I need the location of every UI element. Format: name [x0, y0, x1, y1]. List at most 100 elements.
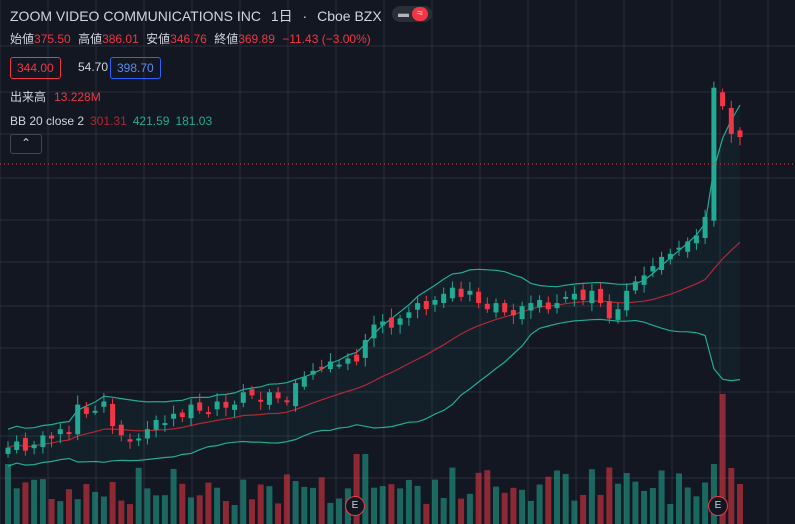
candle-body	[685, 241, 691, 252]
volume-bar	[510, 487, 517, 524]
volume-bar	[693, 496, 700, 524]
candle-body	[702, 216, 708, 238]
compare-toggle[interactable]: ▬ ≈	[392, 6, 432, 22]
open-value: 375.50	[34, 32, 71, 46]
volume-bar	[388, 484, 395, 524]
candle-body	[598, 288, 604, 304]
volume-bar	[109, 481, 116, 524]
minus-icon: ▬	[398, 8, 409, 20]
volume-bar	[405, 479, 412, 524]
earnings-marker[interactable]: E	[345, 496, 365, 516]
volume-legend[interactable]: 出来高 13.228M	[10, 88, 101, 105]
volume-bar	[144, 488, 151, 524]
candle-body	[441, 293, 447, 303]
candle-body	[40, 435, 46, 448]
volume-bar	[266, 486, 273, 524]
volume-bar	[458, 498, 465, 524]
candle-body	[336, 364, 342, 367]
volume-bar	[554, 470, 560, 524]
volume-bar	[135, 467, 142, 524]
candle-body	[580, 289, 586, 300]
candle-body	[537, 300, 543, 308]
spread-value: 54.70	[78, 60, 109, 74]
volume-bar	[414, 485, 421, 524]
volume-bar	[5, 464, 11, 524]
candle-body	[293, 383, 299, 407]
candle-body	[310, 370, 316, 375]
volume-bar	[501, 492, 508, 524]
candle-body	[327, 361, 333, 369]
volume-bar	[83, 484, 90, 524]
volume-bar	[493, 486, 499, 524]
volume-bar	[318, 477, 325, 524]
candle-body	[14, 441, 20, 450]
volume-bar	[676, 473, 682, 524]
candle-body	[728, 108, 734, 134]
exchange-label[interactable]: Cboe BZX	[317, 8, 382, 24]
volume-value: 13.228M	[54, 90, 101, 104]
candle-body	[589, 290, 595, 304]
candle-body	[275, 392, 281, 399]
candle-body	[423, 301, 429, 310]
volume-bar	[362, 454, 369, 524]
symbol-name[interactable]: ZOOM VIDEO COMMUNICATIONS INC	[10, 8, 261, 24]
buy-price-button[interactable]: 398.70	[110, 57, 161, 79]
volume-bar	[667, 504, 674, 524]
candle-body	[510, 310, 516, 316]
volume-bar	[292, 481, 299, 524]
volume-bar	[527, 500, 534, 524]
candle-body	[5, 447, 11, 454]
high-value: 386.01	[102, 32, 139, 46]
separator: ·	[302, 8, 308, 24]
candle-body	[467, 290, 473, 295]
volume-bar	[728, 468, 735, 524]
wave-icon: ≈	[412, 7, 428, 21]
volume-bar	[606, 467, 613, 524]
volume-bar	[48, 499, 55, 524]
candle-body	[380, 321, 386, 326]
candle-body	[476, 291, 482, 303]
change-value: −11.43 (−3.00%)	[282, 32, 371, 46]
candle-body	[153, 420, 159, 430]
candle-body	[188, 404, 194, 419]
candle-body	[737, 130, 743, 138]
volume-bar	[466, 493, 473, 524]
volume-bar	[562, 473, 569, 524]
volume-bar	[336, 498, 343, 524]
candle-body	[258, 399, 264, 402]
candle-body	[144, 429, 150, 439]
chevron-up-icon: ⌃	[20, 136, 32, 150]
close-value: 369.89	[238, 32, 275, 46]
volume-bar	[214, 487, 221, 524]
volume-bar	[74, 499, 81, 524]
candle-body	[519, 306, 525, 320]
volume-bar	[475, 472, 482, 524]
bollinger-legend[interactable]: BB 20 close 2 301.31 421.59 181.03	[10, 114, 212, 128]
volume-bar	[432, 479, 438, 524]
candle-body	[31, 444, 37, 449]
volume-bar	[371, 487, 377, 524]
interval-label[interactable]: 1日	[270, 8, 293, 24]
candle-body	[83, 407, 89, 414]
volume-bar	[536, 484, 543, 524]
candle-body	[205, 412, 211, 415]
symbol-header: ZOOM VIDEO COMMUNICATIONS INC 1日 · Cboe …	[10, 6, 388, 26]
high-label: 高値	[78, 32, 103, 46]
candle-body	[118, 424, 124, 436]
candle-body	[545, 302, 551, 310]
candle-body	[458, 288, 464, 297]
volume-bar	[249, 499, 255, 524]
candle-body	[319, 366, 325, 369]
volume-bar	[423, 503, 430, 524]
volume-bar	[353, 454, 360, 524]
volume-bar	[31, 479, 38, 524]
candle-body	[415, 303, 421, 310]
volume-bar	[153, 495, 160, 524]
sell-price-button[interactable]: 344.00	[10, 57, 61, 79]
volume-bar	[623, 473, 630, 524]
earnings-marker[interactable]: E	[708, 496, 728, 516]
candle-body	[127, 439, 133, 442]
candle-body	[223, 401, 229, 408]
collapse-legend-button[interactable]: ⌃	[10, 134, 42, 154]
